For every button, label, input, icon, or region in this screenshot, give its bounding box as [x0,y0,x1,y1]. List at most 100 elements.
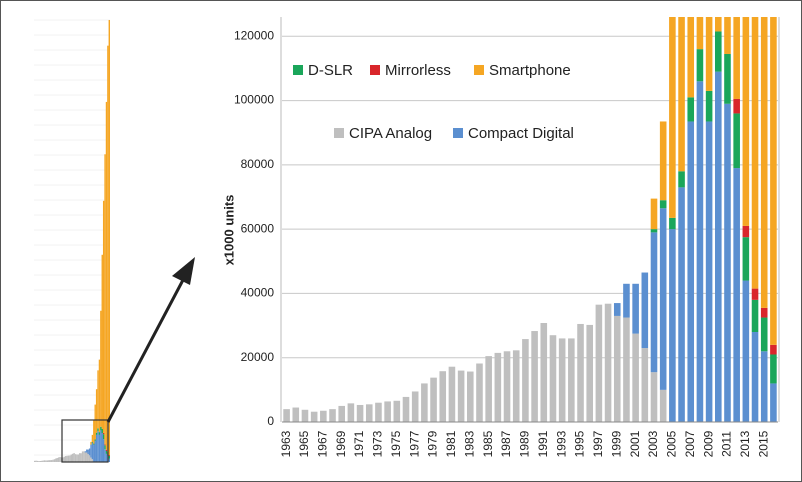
x-tick-label: 1963 [279,430,293,457]
bar-segment [641,348,649,422]
bar-segment [687,121,695,422]
inset-bar-segment [107,45,109,452]
bar-segment [742,225,750,238]
bar-segment [696,81,704,423]
arrow-head [172,257,195,285]
inset-bar-segment [62,457,64,462]
inset-bar-segment [63,456,65,462]
inset-bar-segment [38,461,40,462]
bar-segment [659,121,667,201]
inset-bar-segment [56,457,58,462]
inset-bar-segment [88,448,91,456]
y-tick-label: 60000 [241,221,275,235]
inset-bar-segment [83,451,85,462]
inset-bar-segment [39,460,42,462]
inset-bar-segment [86,452,88,462]
x-tick-label: 1995 [573,430,587,457]
x-tick-label: 2009 [701,430,715,457]
bar-segment [623,317,630,422]
bar-segment [742,237,750,281]
bar-segment [430,377,437,422]
inset-bar-segment [48,460,50,462]
bar-segment [770,344,777,355]
inset-bar-segment [91,442,94,460]
x-tick-label: 2001 [628,430,642,457]
bar-segment [724,103,731,423]
inset-bar-segment [87,449,89,455]
inset-bar-segment [86,449,88,453]
inset-bar-segment [88,455,91,462]
bar-segment [659,200,667,209]
inset-bar-segment [102,434,105,440]
inset-bar-segment [104,154,106,445]
bar-segment [632,333,639,422]
inset-bar-segment [67,455,70,462]
bar-segment [678,17,685,172]
bar-segment [448,366,456,422]
inset-bar-segment [104,444,106,446]
y-tick-label: 120000 [234,28,274,42]
plot [280,17,780,423]
inset-thumbnail [30,14,112,466]
legend-label: Compact Digital [468,125,574,142]
inset-bar-segment [93,443,95,445]
bar-segment [724,53,731,104]
bar-segment [715,17,722,32]
inset-bar-segment [55,458,57,462]
legend-swatch [474,65,484,75]
inset-bar-segment [80,453,82,462]
inset-bar-segment [98,359,101,433]
bar-segment [439,371,447,422]
x-tick-label: 1965 [297,430,311,457]
legend-swatch [293,65,303,75]
bar-segment [494,352,502,422]
bar-segment [760,351,768,422]
legend-label: CIPA Analog [349,125,432,142]
x-tick-label: 1985 [481,430,495,457]
inset-bar-segment [91,459,94,462]
bar-segment [659,389,667,422]
bar-segment [760,317,768,352]
inset-bar-segment [105,449,108,451]
inset-bar-segment [41,460,43,462]
x-tick-label: 1987 [499,430,513,457]
bar-segment [485,356,492,422]
inset-bar-segment [95,389,98,433]
bar-segment [751,299,759,332]
bar-segment [531,331,538,422]
inset-bar-segment [90,441,92,445]
inset-bar-segment [101,428,103,434]
inset-bar-segment [94,439,96,441]
x-tick-label: 2005 [665,430,679,457]
inset-bar-segment [84,452,87,462]
inset-bar-segment [102,432,105,435]
inset-bar-segment [94,404,96,440]
bar-segment [705,17,713,91]
inset-bar-segment [102,439,105,462]
inset-bar-segment [94,440,96,462]
x-tick-label: 1981 [444,430,458,457]
bar-segment [770,383,777,422]
bar-segment [705,121,713,422]
inset-bar-segment [108,455,110,456]
inset-bar-segment [43,460,46,462]
x-tick-label: 1977 [407,430,421,457]
inset-bar-segment [90,444,92,458]
inset-bar-segment [97,428,99,432]
bar-segment [365,404,373,422]
bar-segment [329,409,336,422]
bar-segment [733,17,740,99]
bar-segment [292,407,300,422]
inset-bar-segment [91,441,94,443]
bar-segment [540,323,548,422]
bar-segment [421,383,428,422]
bar-segment [733,113,740,169]
bar-segment [632,283,639,334]
inset-bar-segment [76,454,78,462]
bar-segment [568,338,575,422]
inset-bar-segment [108,455,110,459]
bar-segment [558,338,566,422]
bar-segment [659,208,667,390]
